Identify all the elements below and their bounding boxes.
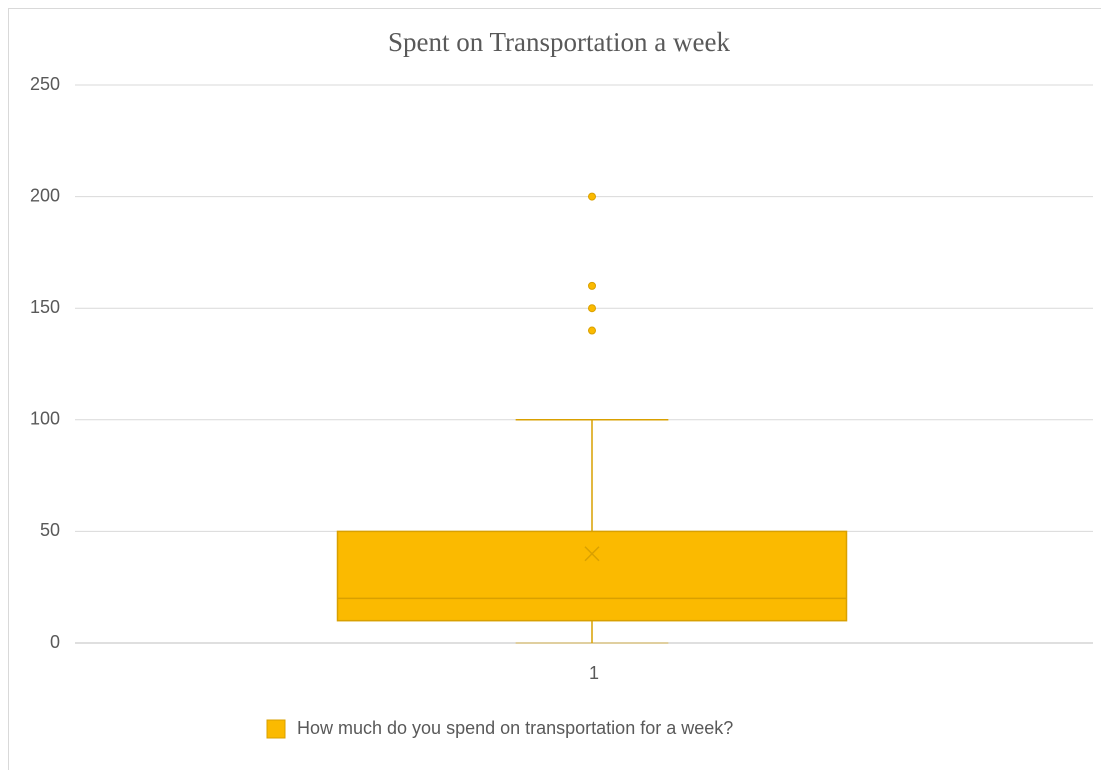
chart-frame [8, 8, 1101, 770]
y-tick-label: 200 [30, 185, 60, 205]
box [336, 530, 848, 622]
y-tick-label: 150 [30, 297, 60, 317]
y-tick-label: 250 [30, 74, 60, 94]
legend-swatch [266, 719, 286, 739]
y-tick-label: 50 [40, 520, 60, 540]
mean-marker [584, 546, 600, 562]
legend-label: How much do you spend on transportation … [297, 718, 733, 738]
outlier [588, 304, 596, 313]
y-tick-label: 100 [30, 409, 60, 429]
chart-title: Spent on Transportation a week [388, 27, 730, 57]
y-tick-label: 0 [50, 632, 60, 652]
outlier [588, 326, 596, 335]
x-tick-label: 1 [589, 663, 599, 683]
outlier [588, 281, 596, 290]
outlier [588, 192, 596, 201]
